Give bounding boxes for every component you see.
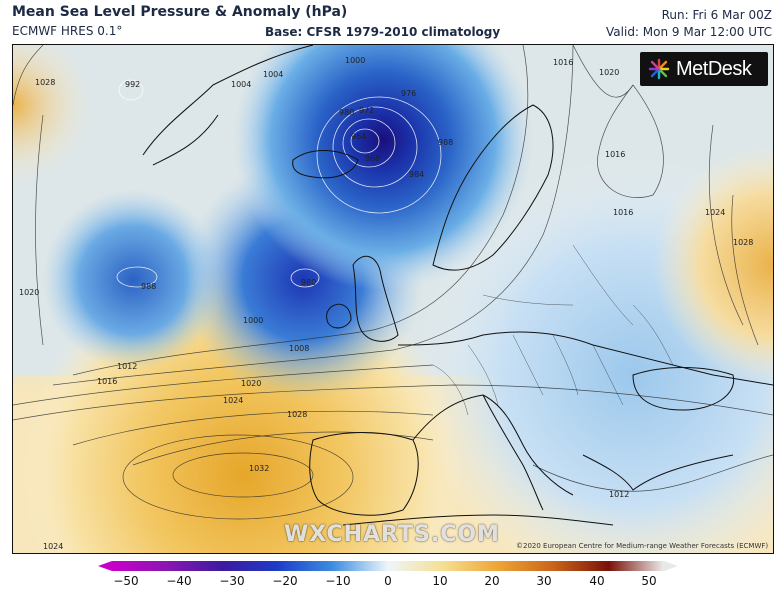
logo-text: MetDesk	[676, 57, 752, 80]
isobar-label: 1024	[223, 396, 243, 405]
colorbar-tick: −20	[272, 574, 298, 588]
outer-isobars	[13, 45, 773, 520]
isobar-label: 1032	[249, 464, 269, 473]
isobar-label: 1020	[241, 379, 261, 388]
colorbar-tick: −10	[325, 574, 351, 588]
isobar-label: 1016	[553, 58, 573, 67]
isobar-label: 1012	[117, 362, 137, 371]
isobar-label: 1000	[243, 316, 263, 325]
colorbar-tick: 0	[384, 574, 392, 588]
isobar-label: 980	[339, 108, 354, 117]
isobar-label: 1020	[19, 288, 39, 297]
model-name: ECMWF HRES 0.1°	[12, 24, 123, 38]
isobar-label: 1008	[289, 344, 309, 353]
isobar-label: 1028	[35, 78, 55, 87]
isobar-label: 964	[351, 132, 366, 141]
isobar-label: 1012	[609, 490, 629, 499]
climatology-base: Base: CFSR 1979-2010 climatology	[265, 25, 501, 39]
colorbar-tick: −40	[166, 574, 192, 588]
isobar-label: 1016	[613, 208, 633, 217]
colorbar-tick-labels: −50 −40 −30 −20 −10 0 10 20 30 40 50	[0, 574, 784, 590]
colorbar-max-arrow	[664, 561, 678, 571]
isobar-label: 968	[365, 154, 380, 163]
isobar-label: 1028	[733, 238, 753, 247]
colorbar-tick: 10	[432, 574, 448, 588]
isobar-label: 1028	[287, 410, 307, 419]
colorbar-tick: 40	[589, 574, 605, 588]
metdesk-star-logo-icon	[648, 58, 670, 80]
iceland-low-anomaly	[13, 45, 773, 553]
colorbar-tick: 20	[484, 574, 500, 588]
pressure-anomaly-map: 992 1004 1004 1000 976 972 968 964 980 9…	[12, 44, 774, 554]
isobar-label: 1020	[599, 68, 619, 77]
chart-title: Mean Sea Level Pressure & Anomaly (hPa)	[12, 4, 348, 20]
anomaly-colorbar	[98, 561, 678, 571]
isobar-label: 988	[438, 138, 453, 147]
valid-time: Valid: Mon 9 Mar 12:00 UTC	[606, 25, 772, 39]
colorbar-tick: −50	[113, 574, 139, 588]
isobar-labels: 992 1004 1004 1000 976 972 968 964 980 9…	[19, 56, 753, 551]
colorbar-min-arrow	[98, 561, 112, 571]
coastlines	[142, 45, 773, 526]
colorbar-tick: 30	[536, 574, 552, 588]
metdesk-logo: MetDesk	[640, 52, 768, 86]
colorbar-tick: 50	[641, 574, 657, 588]
isobar-label: 1024	[43, 542, 63, 551]
colorbar-gradient	[112, 561, 664, 571]
isobar-label: 1016	[97, 377, 117, 386]
isobar-label: 976	[401, 89, 416, 98]
isobar-label: 980	[301, 278, 316, 287]
colorbar-tick: −30	[219, 574, 245, 588]
copyright-notice: ©2020 European Centre for Medium-range W…	[516, 542, 769, 550]
isobar-label: 992	[125, 80, 140, 89]
borders	[432, 244, 674, 416]
watermark: WXCHARTS.COM	[284, 522, 500, 547]
inner-isobars	[116, 79, 442, 288]
isobar-label: 1004	[231, 80, 251, 89]
isobar-label: 972	[359, 106, 374, 115]
isobar-label: 1000	[345, 56, 365, 65]
isobar-label: 984	[409, 170, 424, 179]
isobar-label: 988	[141, 282, 156, 291]
isobar-label: 1004	[263, 70, 283, 79]
map-svg: 992 1004 1004 1000 976 972 968 964 980 9…	[13, 45, 773, 553]
chart-header: Mean Sea Level Pressure & Anomaly (hPa) …	[0, 0, 784, 44]
run-time: Run: Fri 6 Mar 00Z	[661, 8, 772, 22]
isobar-label: 1016	[605, 150, 625, 159]
isobar-label: 1024	[705, 208, 725, 217]
